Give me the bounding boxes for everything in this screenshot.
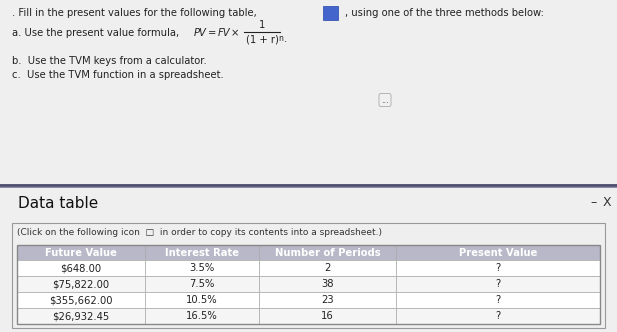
Text: Future Value: Future Value xyxy=(45,248,117,258)
Bar xyxy=(259,261,396,276)
Text: –: – xyxy=(590,196,596,208)
Text: 3.5%: 3.5% xyxy=(189,263,215,274)
Text: X: X xyxy=(603,196,611,208)
Text: b.  Use the TVM keys from a calculator.: b. Use the TVM keys from a calculator. xyxy=(12,56,207,66)
Bar xyxy=(396,308,600,324)
Text: Present Value: Present Value xyxy=(459,248,537,258)
Bar xyxy=(145,245,259,261)
Text: $648.00: $648.00 xyxy=(60,263,102,274)
Bar xyxy=(259,308,396,324)
Text: ?: ? xyxy=(495,263,500,274)
Bar xyxy=(17,245,600,324)
Text: 16.5%: 16.5% xyxy=(186,311,218,321)
Text: =: = xyxy=(208,28,220,38)
Bar xyxy=(396,276,600,292)
Text: a. Use the present value formula,: a. Use the present value formula, xyxy=(12,28,182,38)
Text: .: . xyxy=(284,34,288,44)
Text: (Click on the following icon  □  in order to copy its contents into a spreadshee: (Click on the following icon □ in order … xyxy=(17,227,382,237)
Bar xyxy=(396,292,600,308)
Text: ?: ? xyxy=(495,295,500,305)
Text: 23: 23 xyxy=(321,295,334,305)
Text: n: n xyxy=(278,34,283,43)
Text: 10.5%: 10.5% xyxy=(186,295,218,305)
Bar xyxy=(145,308,259,324)
Text: $355,662.00: $355,662.00 xyxy=(49,295,113,305)
Text: (1 + r): (1 + r) xyxy=(246,34,278,44)
Text: FV: FV xyxy=(218,28,231,38)
Text: 16: 16 xyxy=(321,311,334,321)
Text: , using one of the three methods below:: , using one of the three methods below: xyxy=(345,8,544,18)
Bar xyxy=(17,276,145,292)
Bar xyxy=(145,276,259,292)
Bar xyxy=(17,261,145,276)
Text: Data table: Data table xyxy=(18,196,98,210)
Bar xyxy=(12,222,605,328)
Text: Number of Periods: Number of Periods xyxy=(275,248,380,258)
Bar xyxy=(145,292,259,308)
Text: ?: ? xyxy=(495,311,500,321)
Text: c.  Use the TVM function in a spreadsheet.: c. Use the TVM function in a spreadsheet… xyxy=(12,70,224,80)
Text: ⋯: ⋯ xyxy=(325,8,336,18)
Text: 2: 2 xyxy=(325,263,331,274)
Text: Interest Rate: Interest Rate xyxy=(165,248,239,258)
Text: ?: ? xyxy=(495,279,500,289)
Bar xyxy=(396,245,600,261)
Bar xyxy=(396,261,600,276)
Text: 38: 38 xyxy=(321,279,334,289)
Text: 7.5%: 7.5% xyxy=(189,279,215,289)
Bar xyxy=(259,292,396,308)
Bar xyxy=(259,245,396,261)
Bar xyxy=(145,261,259,276)
Bar xyxy=(17,308,145,324)
Bar xyxy=(17,245,145,261)
Bar xyxy=(17,292,145,308)
Text: PV: PV xyxy=(194,28,207,38)
Text: $26,932.45: $26,932.45 xyxy=(52,311,110,321)
Text: ×: × xyxy=(231,28,239,38)
Text: 1: 1 xyxy=(259,20,265,30)
Bar xyxy=(259,276,396,292)
Text: $75,822.00: $75,822.00 xyxy=(52,279,110,289)
Text: . Fill in the present values for the following table,: . Fill in the present values for the fol… xyxy=(12,8,257,18)
Text: ...: ... xyxy=(381,96,389,105)
